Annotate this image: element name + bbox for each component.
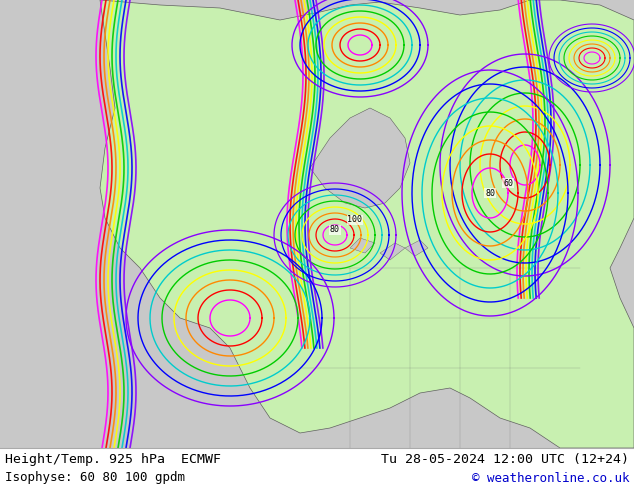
Polygon shape: [380, 243, 405, 260]
Polygon shape: [310, 108, 410, 208]
Text: 80: 80: [485, 189, 495, 197]
Polygon shape: [350, 238, 375, 253]
Text: Tu 28-05-2024 12:00 UTC (12+24): Tu 28-05-2024 12:00 UTC (12+24): [381, 452, 629, 466]
Polygon shape: [100, 0, 634, 448]
Text: © weatheronline.co.uk: © weatheronline.co.uk: [472, 471, 629, 485]
Polygon shape: [405, 240, 428, 256]
Text: 80: 80: [330, 225, 340, 235]
Text: Height/Temp. 925 hPa  ECMWF: Height/Temp. 925 hPa ECMWF: [5, 452, 221, 466]
Text: 60: 60: [503, 178, 513, 188]
Text: Isophyse: 60 80 100 gpdm: Isophyse: 60 80 100 gpdm: [5, 471, 185, 485]
Bar: [0, 448, 634, 490]
Text: 100: 100: [347, 216, 363, 224]
